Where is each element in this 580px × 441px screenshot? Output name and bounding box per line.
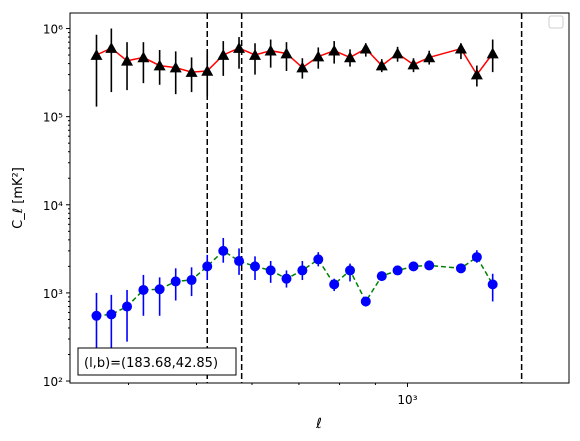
series-1-point xyxy=(296,61,309,73)
x-axis-label: ℓ xyxy=(315,416,322,432)
series-2-point xyxy=(376,271,387,282)
series-1-point xyxy=(344,51,357,63)
x-tick-label: 10³ xyxy=(397,393,417,407)
series-1-point xyxy=(423,51,436,63)
series-1-point xyxy=(90,49,103,60)
series-1-point xyxy=(486,47,499,59)
y-tick-label: 10³ xyxy=(43,287,63,301)
series-2-point xyxy=(471,252,482,263)
y-axis: 10² 10³ 10⁴ 10⁵ 10⁶ xyxy=(43,23,70,389)
series-2-point xyxy=(345,265,356,276)
legend-box xyxy=(548,15,564,29)
annotation-text: (l,b)=(183.68,42.85) xyxy=(84,356,218,371)
series-1-point xyxy=(312,50,325,62)
series-2-line xyxy=(96,249,494,317)
series-2-point xyxy=(106,309,117,320)
series-1-point xyxy=(153,59,166,71)
annotation-box xyxy=(77,347,237,376)
series-1-point xyxy=(328,44,341,56)
y-tick-label: 10⁴ xyxy=(43,199,63,213)
series-2-point xyxy=(186,275,197,286)
series-1-point xyxy=(217,49,230,60)
series-2-point xyxy=(281,273,292,284)
series-2-point xyxy=(297,265,308,276)
series-1-point xyxy=(359,42,372,54)
series-2-point xyxy=(218,245,229,256)
series-1-point xyxy=(121,54,134,66)
series-1-point xyxy=(264,44,277,56)
series-1-point xyxy=(201,64,214,76)
series-1-point xyxy=(454,42,467,54)
series-1-point xyxy=(185,66,198,77)
series-2-point xyxy=(392,265,403,276)
series-2-point xyxy=(202,261,213,272)
series-2-point xyxy=(91,310,102,321)
series-1-point xyxy=(280,47,293,59)
series-2-point xyxy=(265,265,276,276)
series-1-point xyxy=(470,68,483,80)
y-tick-label: 10⁵ xyxy=(43,111,63,125)
y-tick-label: 10⁶ xyxy=(43,23,63,37)
series-1-point xyxy=(169,61,182,73)
series-2-point xyxy=(455,263,466,274)
series-2-point xyxy=(313,254,324,265)
series-2-point xyxy=(487,279,498,290)
series-2-point xyxy=(360,296,371,307)
series-2-point xyxy=(250,261,261,272)
plot-frame xyxy=(69,12,570,384)
series-2-point xyxy=(424,260,435,271)
series-1-point xyxy=(137,51,150,63)
y-axis-label: C_ℓ [mK²] xyxy=(11,167,26,229)
series-layer xyxy=(90,28,499,355)
series-1-point xyxy=(105,42,118,53)
series-1-point xyxy=(233,42,246,53)
y-tick-label: 10² xyxy=(43,375,63,389)
vertical-lines xyxy=(206,13,523,383)
series-1-point xyxy=(391,47,404,59)
series-2-point xyxy=(329,279,340,290)
series-2-point xyxy=(122,301,133,312)
series-2-point xyxy=(170,276,181,287)
series-1-point xyxy=(407,58,420,70)
series-1-point xyxy=(375,59,388,71)
series-2-point xyxy=(154,284,165,295)
series-2-point xyxy=(234,256,245,267)
x-axis: 10³ xyxy=(128,383,418,407)
series-2-point xyxy=(408,261,419,272)
series-1-point xyxy=(249,49,262,60)
series-2-point xyxy=(138,284,149,295)
